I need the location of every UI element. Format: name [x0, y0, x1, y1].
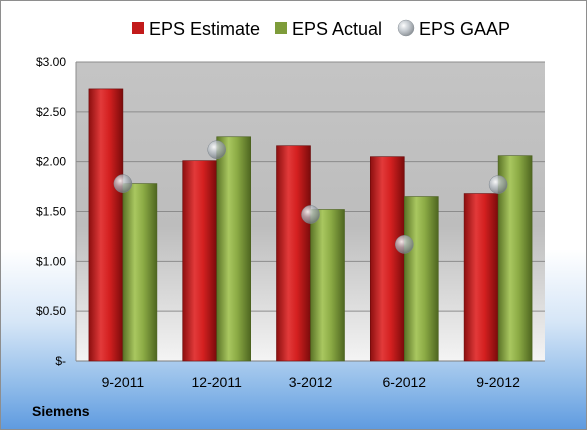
- company-name: Siemens: [32, 403, 90, 419]
- y-tick-label: $1.00: [36, 254, 66, 268]
- legend-label-actual: EPS Actual: [292, 19, 382, 39]
- bar-actual: [403, 196, 439, 362]
- y-tick-label: $3.00: [36, 55, 66, 69]
- bar-actual: [310, 209, 345, 362]
- legend-item-eps-estimate: EPS Estimate: [132, 19, 260, 39]
- bar-estimate: [276, 145, 311, 362]
- legend-item-eps-gaap: EPS GAAP: [397, 19, 510, 39]
- gaap-marker: [395, 235, 414, 254]
- gaap-marker: [488, 175, 508, 194]
- bar-actual: [122, 183, 158, 362]
- y-axis-ticks: $- $0.50 $1.00 $1.50 $2.00 $2.50 $3.00: [36, 55, 66, 368]
- gaap-marker: [301, 205, 320, 224]
- x-tick-label: 9-2011: [102, 374, 145, 390]
- y-tick-label: $-: [55, 354, 66, 368]
- legend-swatch-gaap: [397, 19, 415, 37]
- bars: [88, 88, 533, 362]
- legend-swatch-actual: [275, 22, 287, 34]
- x-tick-label: 9-2012: [476, 374, 520, 390]
- bar-estimate: [182, 160, 217, 362]
- bar-actual: [216, 136, 251, 362]
- bar-estimate: [463, 193, 499, 362]
- gaap-markers: [113, 140, 508, 254]
- legend-label-estimate: EPS Estimate: [149, 19, 260, 39]
- bar-estimate: [369, 156, 405, 362]
- legend: EPS Estimate EPS Actual EPS GAAP: [132, 19, 510, 39]
- x-axis-labels: 9-2011 12-2011 3-2012 6-2012 9-2012: [102, 374, 520, 390]
- y-tick-label: $1.50: [36, 205, 66, 219]
- y-tick-label: $2.50: [36, 105, 66, 119]
- y-tick-label: $2.00: [36, 155, 66, 169]
- x-tick-label: 3-2012: [289, 374, 333, 390]
- x-tick-label: 6-2012: [383, 374, 427, 390]
- legend-swatch-estimate: [132, 22, 144, 34]
- legend-label-gaap: EPS GAAP: [419, 19, 510, 39]
- x-tick-label: 12-2011: [192, 374, 243, 390]
- bar-estimate: [88, 88, 124, 362]
- gaap-marker: [113, 174, 133, 193]
- legend-item-eps-actual: EPS Actual: [275, 19, 382, 39]
- gaap-marker: [207, 140, 226, 159]
- y-tick-label: $0.50: [36, 304, 66, 318]
